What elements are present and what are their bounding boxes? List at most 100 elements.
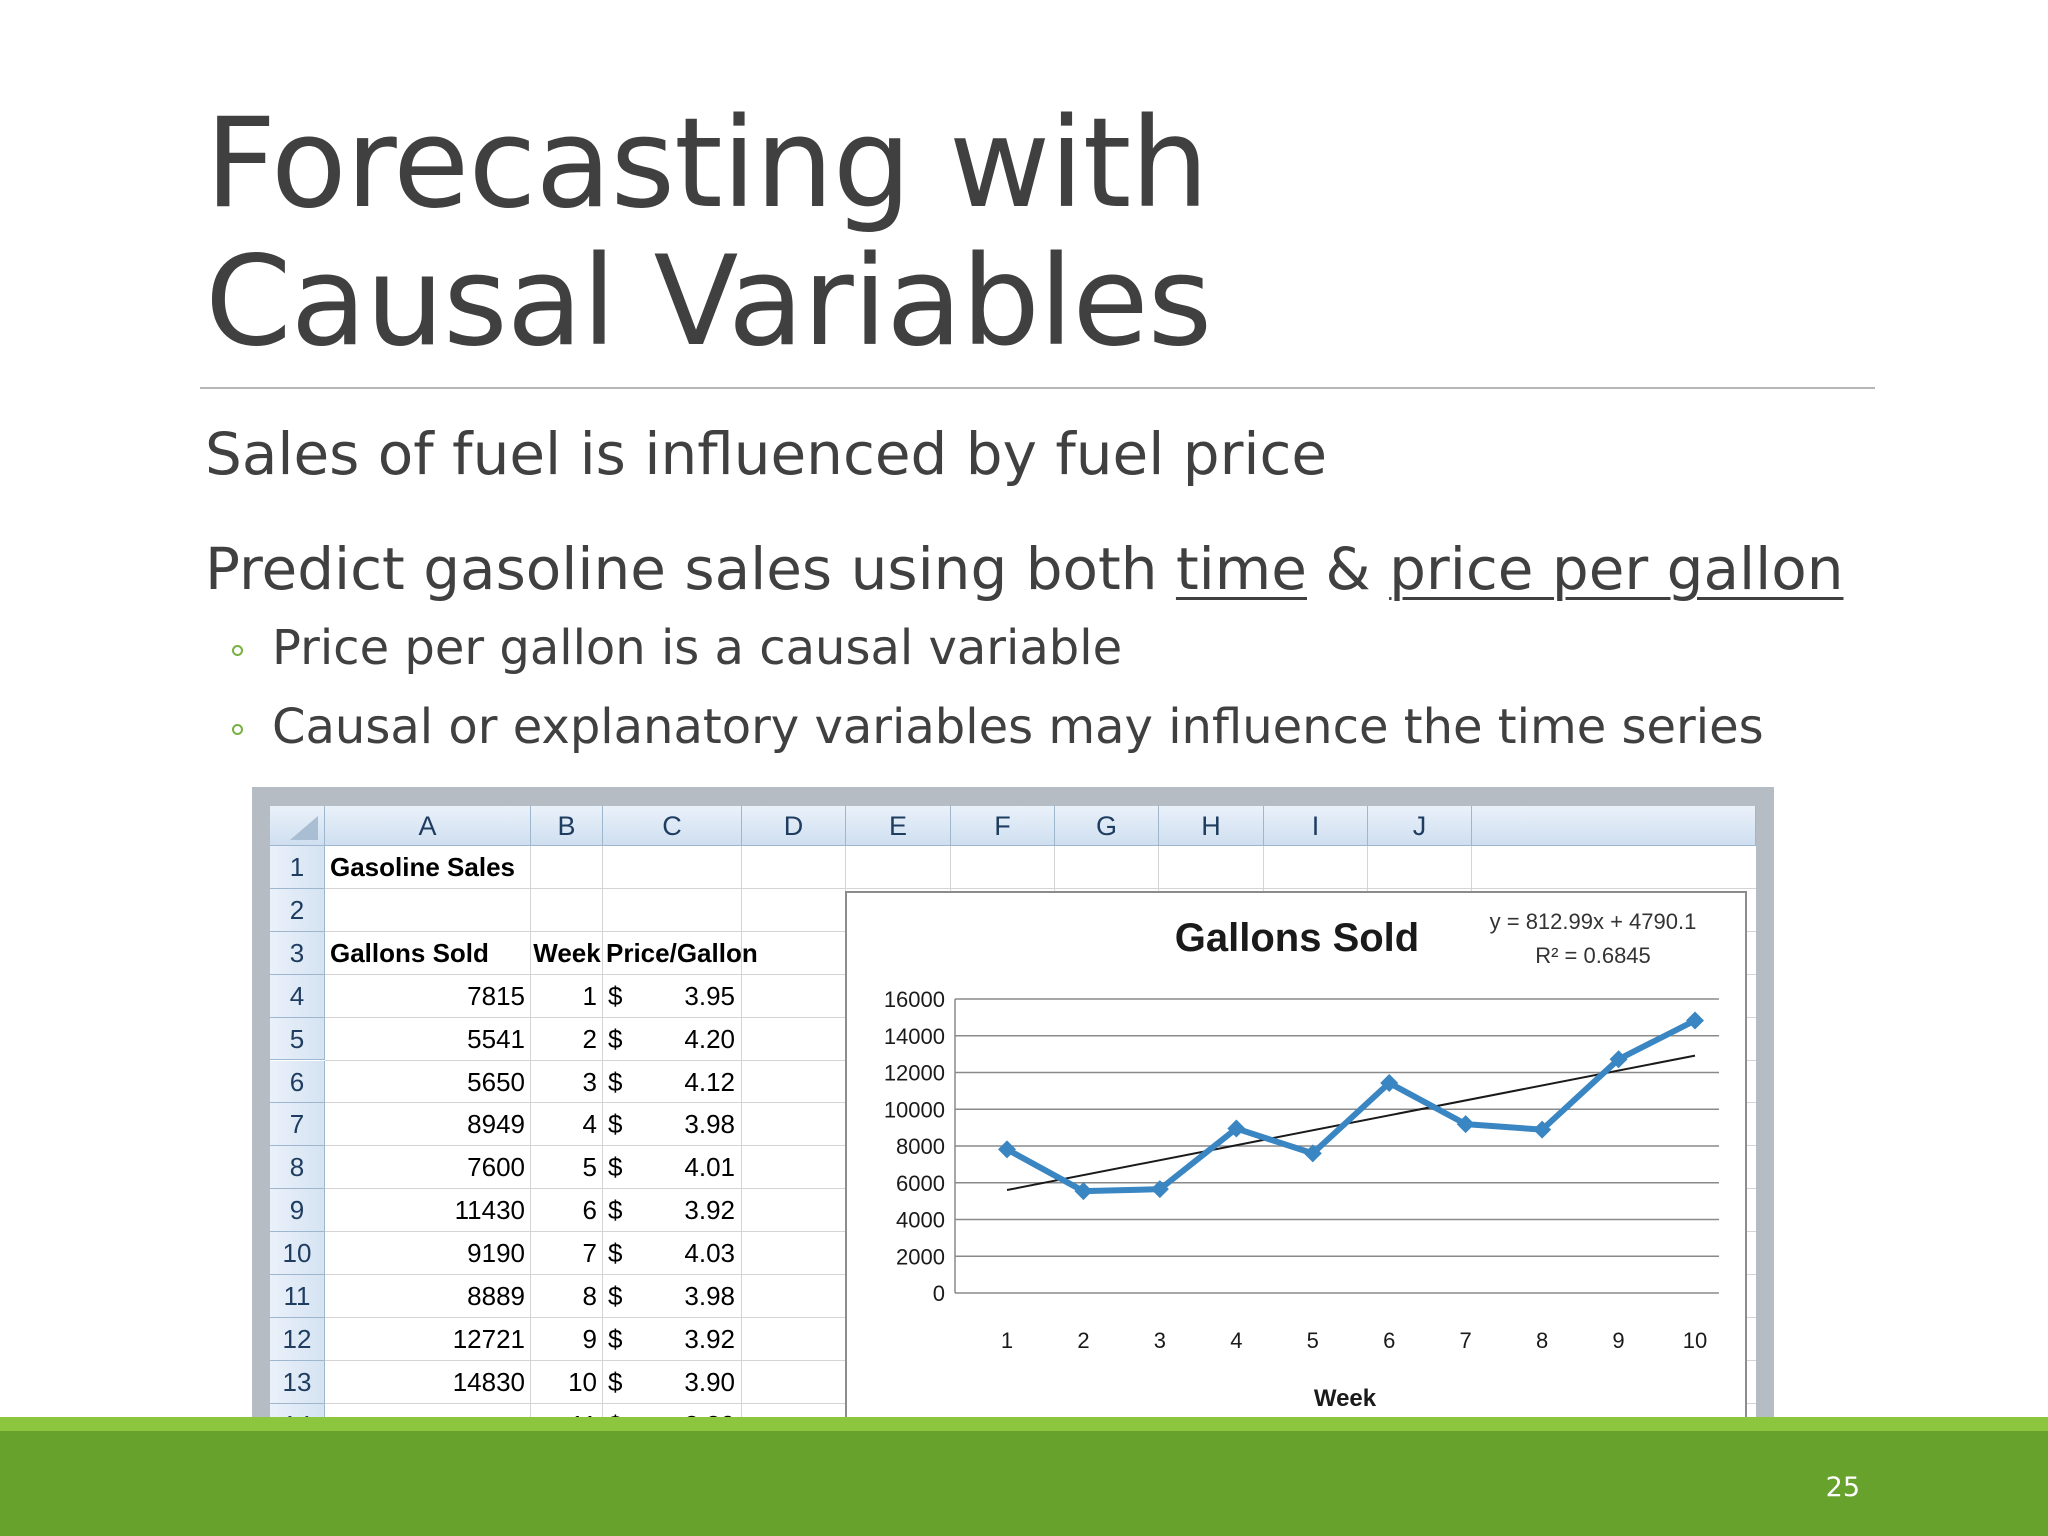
column-header-d[interactable]: D bbox=[742, 806, 846, 846]
row-header-6[interactable]: 6 bbox=[270, 1060, 325, 1104]
cell-gallons[interactable]: 8949 bbox=[467, 1109, 525, 1140]
cell-price[interactable]: 3.90 bbox=[684, 1366, 735, 1397]
cell-price[interactable]: 4.01 bbox=[684, 1152, 735, 1183]
row-header-1[interactable]: 1 bbox=[270, 846, 325, 889]
bullet-predict-prefix: Predict gasoline sales using both bbox=[205, 535, 1176, 603]
x-tick-label: 5 bbox=[1307, 1328, 1319, 1353]
data-point bbox=[1609, 1050, 1628, 1069]
cell-price[interactable]: 3.98 bbox=[684, 1109, 735, 1140]
cell-currency[interactable]: $ bbox=[608, 1109, 623, 1140]
row-header-9[interactable]: 9 bbox=[270, 1189, 325, 1233]
row-header-11[interactable]: 11 bbox=[270, 1275, 325, 1318]
cell-week[interactable]: 8 bbox=[582, 1281, 597, 1311]
x-tick-label: 4 bbox=[1230, 1328, 1242, 1353]
column-header-g[interactable]: G bbox=[1055, 806, 1159, 846]
row-header-5[interactable]: 5 bbox=[270, 1017, 325, 1061]
cell-currency[interactable]: $ bbox=[608, 1238, 623, 1269]
cell-week[interactable]: 7 bbox=[582, 1238, 597, 1269]
row-header-3[interactable]: 3 bbox=[270, 931, 325, 975]
cell-price[interactable]: 3.98 bbox=[684, 1281, 735, 1311]
cell-currency[interactable]: $ bbox=[608, 1152, 623, 1183]
x-tick-label: 2 bbox=[1077, 1328, 1089, 1353]
cell-gallons[interactable]: 7600 bbox=[467, 1152, 525, 1183]
y-tick-label: 2000 bbox=[896, 1244, 945, 1269]
row-header-8[interactable]: 8 bbox=[270, 1146, 325, 1190]
cell-currency[interactable]: $ bbox=[608, 1023, 623, 1054]
cell-a3[interactable]: Gallons Sold bbox=[330, 937, 489, 968]
column-header-c[interactable]: C bbox=[603, 806, 742, 846]
cell-week[interactable]: 4 bbox=[582, 1109, 597, 1140]
sub-bullet-explanatory: Causal or explanatory variables may infl… bbox=[272, 699, 1764, 755]
cell-price[interactable]: 4.12 bbox=[684, 1066, 735, 1097]
y-tick-label: 8000 bbox=[896, 1134, 945, 1159]
cell-gallons[interactable]: 5650 bbox=[467, 1066, 525, 1097]
title-divider bbox=[200, 387, 1875, 389]
cell-week[interactable]: 3 bbox=[582, 1066, 597, 1097]
cell-week[interactable]: 6 bbox=[582, 1195, 597, 1226]
gridline bbox=[602, 846, 603, 1448]
x-tick-label: 9 bbox=[1612, 1328, 1624, 1353]
cell-gallons[interactable]: 8889 bbox=[467, 1281, 525, 1311]
cell-currency[interactable]: $ bbox=[608, 1281, 623, 1311]
cell-currency[interactable]: $ bbox=[608, 980, 623, 1011]
column-header-a[interactable]: A bbox=[325, 806, 531, 846]
cell-a1[interactable]: Gasoline Sales bbox=[330, 852, 515, 882]
page-number: 25 bbox=[1825, 1472, 1860, 1503]
cell-gallons[interactable]: 5541 bbox=[467, 1023, 525, 1054]
title-line-1: Forecasting with bbox=[205, 92, 1209, 236]
sub-bullet-icon bbox=[232, 724, 243, 735]
cell-week[interactable]: 2 bbox=[582, 1023, 597, 1054]
cell-price[interactable]: 4.03 bbox=[684, 1238, 735, 1269]
cell-currency[interactable]: $ bbox=[608, 1066, 623, 1097]
data-point bbox=[1303, 1144, 1322, 1163]
row-header-2[interactable]: 2 bbox=[270, 888, 325, 932]
x-tick-label: 3 bbox=[1154, 1328, 1166, 1353]
select-all-corner bbox=[270, 806, 325, 846]
cell-gallons[interactable]: 9190 bbox=[467, 1238, 525, 1269]
column-header-filler bbox=[1472, 806, 1756, 846]
series-line bbox=[1005, 1017, 1697, 1195]
sub-bullet-causal: Price per gallon is a causal variable bbox=[272, 620, 1123, 676]
sub-bullet-icon bbox=[232, 645, 243, 656]
row-header-13[interactable]: 13 bbox=[270, 1360, 325, 1404]
x-tick-label: 7 bbox=[1460, 1328, 1472, 1353]
cell-week[interactable]: 10 bbox=[568, 1366, 597, 1397]
column-header-j[interactable]: J bbox=[1368, 806, 1472, 846]
cell-price[interactable]: 3.95 bbox=[684, 980, 735, 1011]
cell-price[interactable]: 4.20 bbox=[684, 1023, 735, 1054]
data-point bbox=[998, 1140, 1016, 1159]
cell-gallons[interactable]: 7815 bbox=[467, 980, 525, 1011]
cell-week[interactable]: 5 bbox=[582, 1152, 597, 1183]
chart-title: Gallons Sold bbox=[1175, 916, 1419, 960]
r-squared-label: R² = 0.6845 bbox=[1535, 943, 1651, 968]
column-header-h[interactable]: H bbox=[1159, 806, 1264, 846]
cell-currency[interactable]: $ bbox=[608, 1366, 623, 1397]
cell-price[interactable]: 3.92 bbox=[684, 1323, 735, 1354]
column-header-i[interactable]: I bbox=[1264, 806, 1368, 846]
column-header-b[interactable]: B bbox=[531, 806, 603, 846]
gridline bbox=[325, 887, 1756, 889]
cell-week[interactable]: 9 bbox=[582, 1323, 597, 1354]
data-point bbox=[1150, 1180, 1169, 1199]
cell-b3[interactable]: Week bbox=[533, 937, 601, 968]
cell-c3[interactable]: Price/Gallon bbox=[606, 937, 758, 968]
column-header-f[interactable]: F bbox=[951, 806, 1055, 846]
x-tick-label: 8 bbox=[1536, 1328, 1548, 1353]
cell-gallons[interactable]: 12721 bbox=[452, 1323, 525, 1354]
bullet-fuel-price: Sales of fuel is influenced by fuel pric… bbox=[205, 420, 1328, 488]
cell-price[interactable]: 3.92 bbox=[684, 1195, 735, 1226]
cell-gallons[interactable]: 11430 bbox=[454, 1195, 525, 1226]
row-header-12[interactable]: 12 bbox=[270, 1317, 325, 1361]
data-point bbox=[1380, 1073, 1399, 1092]
cell-currency[interactable]: $ bbox=[608, 1323, 623, 1354]
cell-currency[interactable]: $ bbox=[608, 1195, 623, 1226]
cell-gallons[interactable]: 14830 bbox=[452, 1366, 525, 1397]
column-header-e[interactable]: E bbox=[846, 806, 951, 846]
row-header-10[interactable]: 10 bbox=[270, 1232, 325, 1275]
cell-week[interactable]: 1 bbox=[582, 980, 597, 1011]
y-tick-label: 4000 bbox=[896, 1208, 945, 1233]
row-header-4[interactable]: 4 bbox=[270, 974, 325, 1018]
footer-band-light bbox=[0, 1417, 2048, 1431]
row-header-7[interactable]: 7 bbox=[270, 1103, 325, 1147]
